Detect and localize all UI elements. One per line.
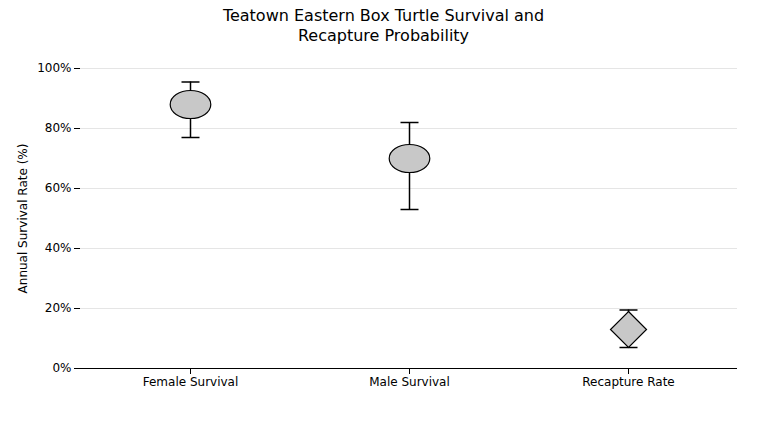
- svg-text:40%: 40%: [45, 241, 72, 255]
- html-text:Teatown Eastern Box Turtle Sur: Teatown Eastern Box Turtle Survival and …: [222, 6, 545, 45]
- svg-text:Female Survival: Female Survival: [143, 375, 239, 389]
- svg-text:80%: 80%: [45, 121, 72, 135]
- svg-text:60%: 60%: [45, 181, 72, 195]
- svg-text:Male Survival: Male Survival: [369, 375, 450, 389]
- svg-text:20%: 20%: [45, 301, 72, 315]
- svg-text:Recapture Rate: Recapture Rate: [582, 375, 674, 389]
- svg-text:0%: 0%: [52, 361, 71, 375]
- svg-text:100%: 100%: [37, 61, 71, 75]
- svg-text:Annual Survival Rate (%): Annual Survival Rate (%): [16, 144, 30, 294]
